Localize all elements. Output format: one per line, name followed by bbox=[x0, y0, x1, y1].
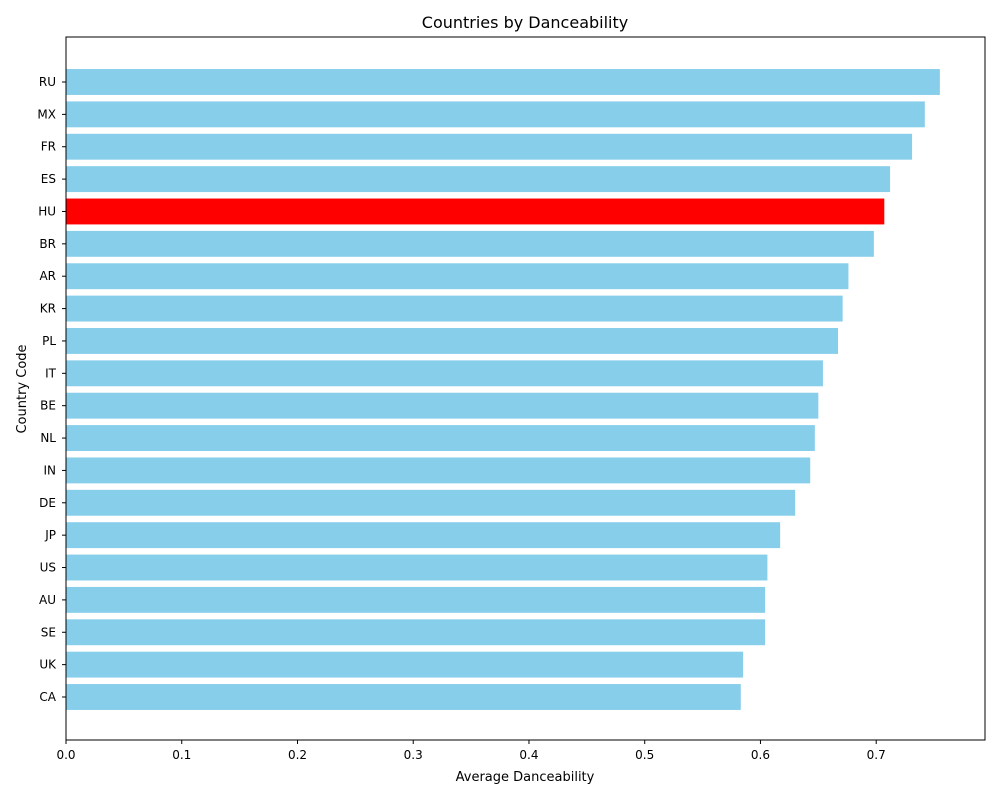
y-tick-label: PL bbox=[42, 334, 56, 348]
x-axis-ticks: 0.0 0.1 0.2 0.3 0.4 0.5 0.6 0.7 bbox=[56, 740, 886, 762]
x-tick-label: 0.0 bbox=[56, 748, 75, 762]
bar-hu bbox=[66, 198, 885, 225]
bar-it bbox=[66, 360, 823, 387]
bar-br bbox=[66, 230, 874, 257]
x-tick-label: 0.1 bbox=[172, 748, 191, 762]
x-tick-label: 0.5 bbox=[635, 748, 654, 762]
y-tick-label: CA bbox=[39, 690, 56, 704]
y-tick-label: BE bbox=[40, 399, 56, 413]
bar-ar bbox=[66, 263, 849, 290]
y-tick-label: SE bbox=[41, 625, 56, 639]
y-tick-label: RU bbox=[39, 75, 56, 89]
x-tick-label: 0.2 bbox=[288, 748, 307, 762]
plot-area-frame bbox=[65, 36, 986, 741]
bar-ru bbox=[66, 69, 940, 95]
bar-fr bbox=[66, 133, 913, 160]
bar-es bbox=[66, 166, 891, 193]
y-tick-label: UK bbox=[39, 658, 57, 672]
x-tick-label: 0.6 bbox=[751, 748, 770, 762]
x-tick-label: 0.7 bbox=[867, 748, 886, 762]
bar-au bbox=[66, 586, 766, 613]
bar-ca bbox=[66, 684, 741, 710]
y-tick-label: KR bbox=[40, 302, 56, 316]
chart-title: Countries by Danceability bbox=[422, 13, 628, 32]
y-tick-label: FR bbox=[41, 140, 56, 154]
y-tick-label: BR bbox=[39, 237, 56, 251]
y-tick-label: AU bbox=[39, 593, 56, 607]
bar-be bbox=[66, 392, 819, 419]
y-tick-label: IN bbox=[43, 463, 56, 477]
x-axis-label: Average Danceability bbox=[456, 770, 595, 785]
y-tick-label: HU bbox=[38, 204, 56, 218]
bar-us bbox=[66, 554, 768, 581]
y-tick-label: ES bbox=[41, 172, 56, 186]
bar-uk bbox=[66, 651, 744, 678]
y-axis-label: Country Code bbox=[15, 344, 30, 433]
y-tick-label: US bbox=[40, 561, 56, 575]
bar-jp bbox=[66, 522, 781, 549]
bars-group bbox=[66, 69, 940, 710]
y-tick-label: IT bbox=[45, 366, 57, 380]
bar-de bbox=[66, 489, 796, 516]
y-tick-label: DE bbox=[39, 496, 56, 510]
bar-se bbox=[66, 619, 766, 646]
bar-pl bbox=[66, 328, 839, 354]
bar-nl bbox=[66, 425, 815, 451]
bar-kr bbox=[66, 295, 843, 322]
bar-in bbox=[66, 457, 811, 484]
x-tick-label: 0.4 bbox=[519, 748, 538, 762]
y-tick-label: NL bbox=[40, 431, 56, 445]
y-tick-label: MX bbox=[37, 107, 56, 121]
y-tick-label: AR bbox=[39, 269, 56, 283]
y-tick-label: JP bbox=[44, 528, 56, 542]
y-axis-ticks: RU MX FR ES HU BR AR KR PL IT BE NL IN DE JP US AU SE UK CA bbox=[37, 75, 66, 704]
bar-mx bbox=[66, 101, 925, 128]
x-tick-label: 0.3 bbox=[404, 748, 423, 762]
